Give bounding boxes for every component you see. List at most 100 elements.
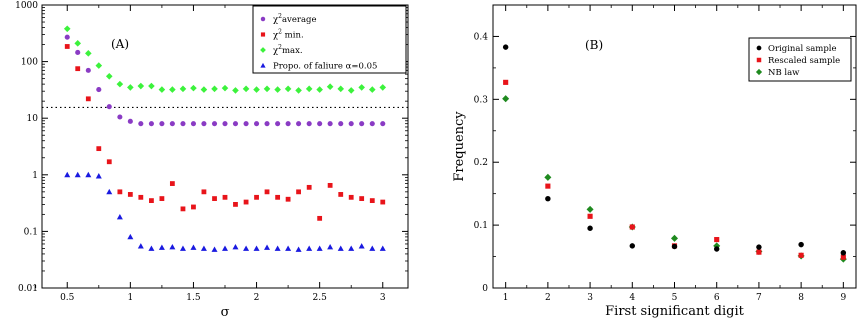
series-1-point <box>327 121 333 127</box>
series-3-point <box>74 40 82 47</box>
series-4-point <box>74 171 81 178</box>
series-1-point <box>138 121 144 127</box>
y-tick-label: 0.3 <box>474 95 489 105</box>
series-3-point <box>158 86 166 93</box>
series-1-point <box>106 104 112 110</box>
series-2-point <box>169 181 175 186</box>
x-tick-label: 2 <box>545 293 551 303</box>
chart-b: 0 0.1 0.2 0.3 0.4 1 2 3 4 5 6 7 8 9 First significant … <box>452 4 857 319</box>
series-2-point <box>296 189 301 195</box>
x-tick-label: 7 <box>756 293 762 303</box>
legend-marker <box>260 32 266 37</box>
series-2-point <box>159 196 165 201</box>
series-3-point <box>544 173 552 181</box>
series-3-point <box>368 86 376 93</box>
series-4-point <box>243 245 250 251</box>
x-tick-label: 3 <box>380 293 386 303</box>
series-4-point <box>190 244 197 250</box>
series-2-point <box>587 213 593 219</box>
series-4-point <box>211 246 218 252</box>
series-3-point <box>670 234 679 242</box>
series-1-point <box>275 121 281 127</box>
series-1-point <box>306 121 312 127</box>
series-3-point <box>95 62 103 69</box>
legend-entry: Propo. of faliure α=0.05 <box>273 62 377 72</box>
legend-marker <box>756 57 762 63</box>
series-1-point <box>671 243 678 250</box>
series-3-point <box>116 80 124 88</box>
series-4-point <box>64 171 71 178</box>
series-1-point <box>840 250 847 256</box>
series-2-point <box>254 194 259 200</box>
series-1-point <box>180 121 186 127</box>
series-1-point <box>317 121 323 127</box>
series-1-point <box>713 246 720 252</box>
series-2-point <box>75 66 81 72</box>
y-tick-label: 1 <box>32 171 38 181</box>
x-tick-label: 0.5 <box>60 293 75 303</box>
series-4-point <box>348 245 355 251</box>
series-4-point <box>116 213 123 220</box>
series-2-point <box>233 201 238 207</box>
series-2-point <box>359 196 365 201</box>
series-4-point <box>264 244 271 250</box>
legend-marker <box>260 16 266 22</box>
series-1-point <box>201 121 207 127</box>
series-1-point <box>756 244 762 250</box>
legend-entry: NB law <box>768 68 800 78</box>
legend: χ2average χ2 min. χ2max. Propo. of faliure … <box>252 5 407 74</box>
series-4-point <box>200 245 207 251</box>
y-tick-label: 0.1 <box>24 227 38 237</box>
y-tick-label: 0.2 <box>474 158 488 168</box>
series-4-point <box>337 245 344 251</box>
series-2-point <box>106 159 112 165</box>
series-1-point <box>222 121 228 127</box>
series-3-point <box>63 25 71 33</box>
series-3-point <box>347 87 355 94</box>
x-tick-label: 5 <box>672 293 678 303</box>
series-1-point <box>296 121 302 127</box>
x-tick-label: 3 <box>587 293 593 303</box>
series-2-point <box>117 189 123 195</box>
series-1-point <box>159 121 165 127</box>
series-1-point <box>127 118 133 124</box>
series-2-point <box>629 224 635 230</box>
series-2-point <box>798 252 804 258</box>
series-3-point <box>379 84 387 91</box>
series-2-point <box>180 206 186 212</box>
series-3-point <box>200 86 208 93</box>
series-4-point <box>358 243 365 249</box>
series-1-point <box>380 121 386 127</box>
legend-entry: χ2max. <box>273 44 303 56</box>
series-3-point <box>316 86 323 93</box>
series-2-point <box>127 192 133 197</box>
x-tick-label: 8 <box>798 293 804 303</box>
legend-entry: Rescaled sample <box>768 56 840 66</box>
legend-marker <box>756 45 762 51</box>
series-4-point <box>169 244 176 250</box>
series-2-point <box>503 79 509 85</box>
x-tick-label: 4 <box>629 293 635 303</box>
series-2-point <box>149 198 154 204</box>
series-1-point <box>285 121 291 127</box>
series-4-point <box>148 245 155 251</box>
series-4-point <box>379 245 386 251</box>
series-2-point <box>756 249 762 255</box>
series-4-point <box>327 244 334 250</box>
series-4-point <box>295 246 302 252</box>
series-1-point <box>64 34 70 40</box>
series-2-point <box>369 198 375 204</box>
x-tick-label: 1.5 <box>186 293 201 303</box>
series-2-point <box>264 189 270 195</box>
x-axis-label: First significant digit <box>605 304 744 319</box>
x-axis-label: σ <box>221 305 230 320</box>
series-2-point <box>201 189 207 195</box>
series-1-point <box>348 121 354 127</box>
series-1-point <box>148 121 154 127</box>
x-tick-label: 6 <box>714 293 720 303</box>
series-4-point <box>306 245 313 251</box>
series-2-point <box>380 199 386 205</box>
y-tick-label: 0.4 <box>474 32 489 42</box>
series-4-point <box>137 243 144 249</box>
